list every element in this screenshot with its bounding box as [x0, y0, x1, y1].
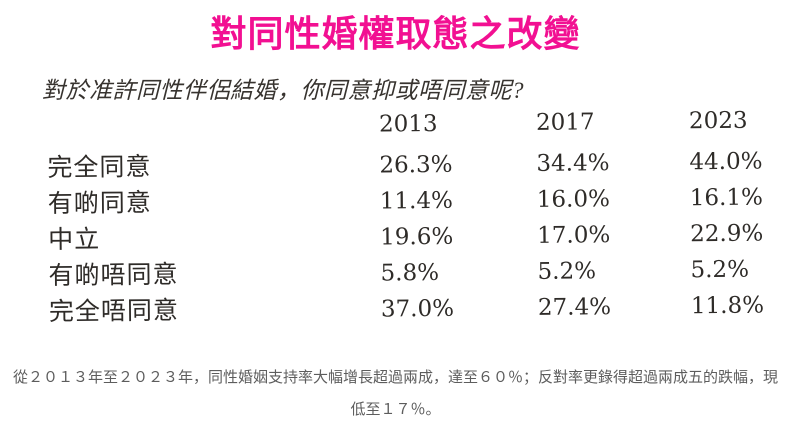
- survey-table: 2013 2017 2023 完全同意 26.3% 34.4% 44.0% 有啲…: [47, 108, 769, 329]
- empty-header-cell: [47, 132, 379, 135]
- page-title: 對同性婚權取態之改變: [210, 13, 581, 54]
- cell-2023: 11.8%: [690, 292, 765, 320]
- cell-2017: 17.0%: [537, 222, 611, 250]
- cell-2013: 26.3%: [379, 152, 453, 179]
- row-label: 有啲唔同意: [48, 260, 179, 291]
- cell-2017: 27.4%: [537, 294, 612, 322]
- year-header-2023: 2023: [688, 108, 748, 135]
- cell-2023: 5.2%: [690, 257, 750, 284]
- year-header-2013: 2013: [378, 111, 438, 138]
- row-label: 完全同意: [47, 152, 152, 183]
- row-label: 中立: [48, 224, 101, 255]
- cell-2023: 44.0%: [689, 148, 763, 176]
- year-header-2017: 2017: [535, 109, 595, 137]
- cell-2017: 34.4%: [536, 150, 610, 178]
- cell-2017: 5.2%: [537, 258, 597, 286]
- cell-2013: 5.8%: [380, 260, 440, 287]
- table-row-fully-disagree: 完全唔同意 37.0% 27.4% 11.8%: [49, 285, 769, 329]
- row-label: 完全唔同意: [48, 296, 180, 327]
- row-label: 有啲同意: [47, 188, 152, 219]
- cell-2013: 11.4%: [379, 188, 454, 215]
- cell-2013: 19.6%: [380, 224, 454, 251]
- cell-2023: 22.9%: [690, 220, 764, 248]
- cell-2017: 16.0%: [536, 186, 611, 214]
- summary-text: 從２０１３年至２０２３年，同性婚姻支持率大幅增長超過兩成，達至６０％；反對率更錄…: [12, 369, 778, 418]
- cell-2023: 16.1%: [689, 184, 764, 212]
- cell-2013: 37.0%: [380, 296, 455, 323]
- survey-question: 對於准許同性伴侶結婚，你同意抑或唔同意呢?: [42, 78, 524, 104]
